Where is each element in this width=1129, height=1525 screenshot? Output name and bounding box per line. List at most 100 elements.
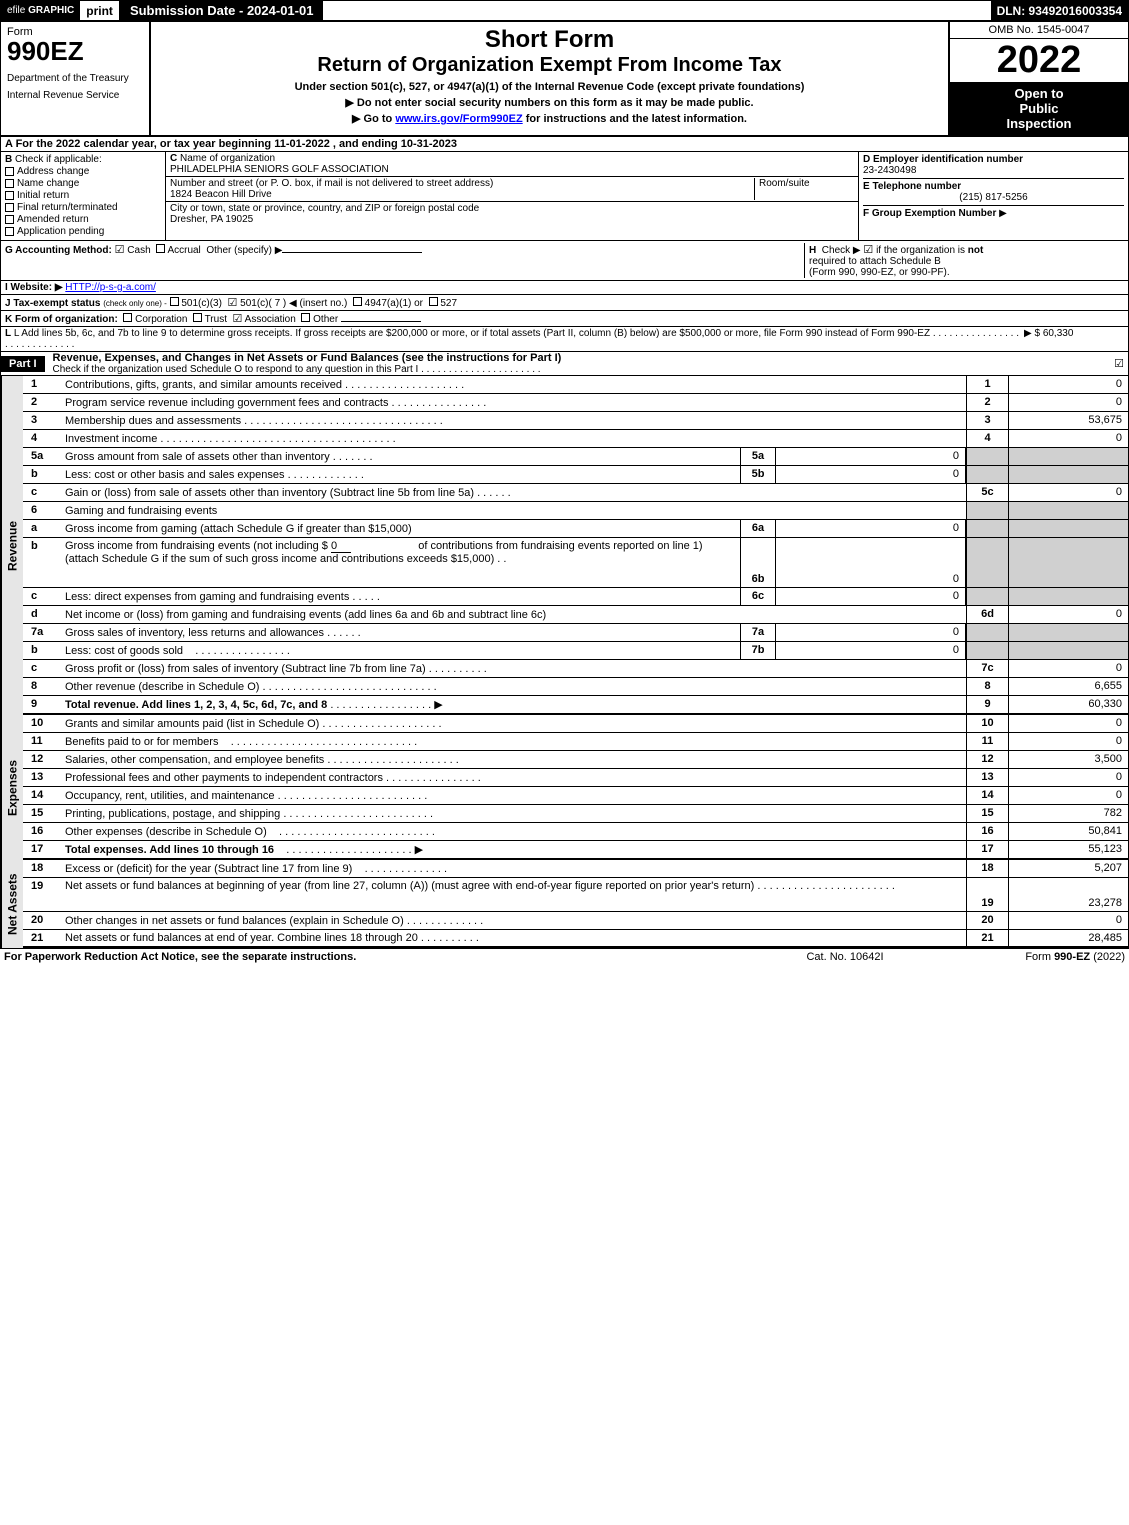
line-7c: c Gross profit or (loss) from sales of i… xyxy=(23,660,1128,678)
arrow-icon: ▶ xyxy=(434,698,442,711)
ld-text: Net assets or fund balances at beginning… xyxy=(65,880,754,892)
cb-amended[interactable]: Amended return xyxy=(5,214,161,225)
group-exempt-label: F Group Exemption Number xyxy=(863,208,996,219)
b-letter: B xyxy=(5,154,12,165)
j-o2: 501(c)( 7 ) ◀ (insert no.) xyxy=(240,298,347,309)
cb-name-change[interactable]: Name change xyxy=(5,178,161,189)
dept-treasury: Department of the Treasury xyxy=(7,73,143,84)
form-header: Form 990EZ Department of the Treasury In… xyxy=(1,22,1128,137)
netassets-section: Net Assets 18 Excess or (deficit) for th… xyxy=(1,860,1128,948)
lbn: 1 xyxy=(966,376,1008,393)
cb-initial-return[interactable]: Initial return xyxy=(5,190,161,201)
checkbox-icon[interactable] xyxy=(353,297,362,306)
ld: Total expenses. Add lines 10 through 16 … xyxy=(61,841,966,858)
ld-text: Gross profit or (loss) from sales of inv… xyxy=(65,663,426,675)
lbn: 6d xyxy=(966,606,1008,623)
lbv: 0 xyxy=(1008,769,1128,786)
efile-button[interactable]: efile GRAPHIC xyxy=(1,1,80,20)
lsv: 0 xyxy=(776,520,966,537)
ln: 5a xyxy=(23,448,61,465)
checkbox-icon[interactable] xyxy=(301,313,310,322)
phone-block: E Telephone number (215) 817-5256 xyxy=(863,178,1124,203)
ld-text: Investment income xyxy=(65,433,157,445)
h-text2: if the organization is xyxy=(876,245,968,256)
ld: Gain or (loss) from sale of assets other… xyxy=(61,484,966,501)
efile-label: efile xyxy=(7,5,25,16)
checkbox-icon[interactable] xyxy=(193,313,202,322)
line-8: 8 Other revenue (describe in Schedule O)… xyxy=(23,678,1128,696)
ld-text: Total expenses. Add lines 10 through 16 xyxy=(65,844,274,856)
dln-label: DLN: 93492016003354 xyxy=(991,1,1128,20)
ein-value: 23-2430498 xyxy=(863,165,1124,176)
lbv: 6,655 xyxy=(1008,678,1128,695)
lbv: 0 xyxy=(1008,715,1128,732)
lbv-grey xyxy=(1008,502,1128,519)
header-left: Form 990EZ Department of the Treasury In… xyxy=(1,22,151,135)
lbn: 5c xyxy=(966,484,1008,501)
k-o3: Association xyxy=(245,314,296,325)
checkbox-icon[interactable] xyxy=(429,297,438,306)
section-b: B Check if applicable: Address change Na… xyxy=(1,152,166,240)
lbv: 55,123 xyxy=(1008,841,1128,858)
ln: c xyxy=(23,484,61,501)
graphic-label-inv: GRAPHIC xyxy=(28,5,74,16)
ln: 2 xyxy=(23,394,61,411)
open-line-1: Open to xyxy=(958,86,1120,101)
ld: Gross amount from sale of assets other t… xyxy=(61,448,740,465)
ln: 10 xyxy=(23,715,61,732)
ld-text: Excess or (deficit) for the year (Subtra… xyxy=(65,863,352,875)
b-label: Check if applicable: xyxy=(15,154,102,165)
section-def: D Employer identification number 23-2430… xyxy=(858,152,1128,240)
footer-right-pre: Form xyxy=(1025,951,1054,963)
lbv-grey xyxy=(1008,624,1128,641)
print-label: print xyxy=(86,4,113,18)
ld-text: Gain or (loss) from sale of assets other… xyxy=(65,487,474,499)
line-21: 21 Net assets or fund balances at end of… xyxy=(23,930,1128,948)
lsn: 6a xyxy=(740,520,776,537)
k-other-input[interactable] xyxy=(341,321,421,322)
ld-text: Printing, publications, postage, and shi… xyxy=(65,808,280,820)
street-value: 1824 Beacon Hill Drive xyxy=(170,189,272,200)
lbv: 23,278 xyxy=(1008,878,1128,911)
room-label: Room/suite xyxy=(759,178,810,189)
other-specify-input[interactable] xyxy=(282,252,422,253)
h-not: not xyxy=(968,245,984,256)
name-label: Name of organization xyxy=(180,153,275,164)
omb-number: OMB No. 1545-0047 xyxy=(950,22,1128,39)
lsv: 0 xyxy=(776,642,966,659)
checkbox-icon[interactable] xyxy=(123,313,132,322)
line-2: 2 Program service revenue including gove… xyxy=(23,394,1128,412)
print-button[interactable]: print xyxy=(80,1,120,20)
ln: 1 xyxy=(23,376,61,393)
form-number: 990EZ xyxy=(7,36,143,67)
footer-right-post: (2022) xyxy=(1090,951,1125,963)
ld: Printing, publications, postage, and shi… xyxy=(61,805,966,822)
ld: Other expenses (describe in Schedule O) … xyxy=(61,823,966,840)
ln: c xyxy=(23,660,61,677)
cb-address-change[interactable]: Address change xyxy=(5,166,161,177)
lbv: 28,485 xyxy=(1008,930,1128,946)
checkbox-icon[interactable] xyxy=(156,244,165,253)
checkbox-icon[interactable] xyxy=(170,297,179,306)
lbn: 7c xyxy=(966,660,1008,677)
section-c: C Name of organization PHILADELPHIA SENI… xyxy=(166,152,858,240)
submission-date-button[interactable]: Submission Date - 2024-01-01 xyxy=(120,1,324,20)
cb-final-return[interactable]: Final return/terminated xyxy=(5,202,161,213)
lbn: 3 xyxy=(966,412,1008,429)
irs-link[interactable]: www.irs.gov/Form990EZ xyxy=(395,113,522,125)
lbv: 0 xyxy=(1008,660,1128,677)
ln: 7a xyxy=(23,624,61,641)
section-g: G Accounting Method: ☑ Cash Accrual Othe… xyxy=(5,243,804,278)
line-3: 3 Membership dues and assessments . . . … xyxy=(23,412,1128,430)
checkbox-icon xyxy=(5,203,14,212)
cb-app-pending[interactable]: Application pending xyxy=(5,226,161,237)
part-1-sub: Check if the organization used Schedule … xyxy=(45,364,1110,375)
checkbox-icon xyxy=(5,179,14,188)
part-1-check[interactable]: ☑ xyxy=(1110,357,1128,370)
website-link[interactable]: HTTP://p-s-g-a.com/ xyxy=(65,282,156,293)
lbv: 0 xyxy=(1008,430,1128,447)
line-5b: b Less: cost or other basis and sales ex… xyxy=(23,466,1128,484)
lbn: 19 xyxy=(966,878,1008,911)
ln: b xyxy=(23,466,61,483)
lbn-grey xyxy=(966,502,1008,519)
